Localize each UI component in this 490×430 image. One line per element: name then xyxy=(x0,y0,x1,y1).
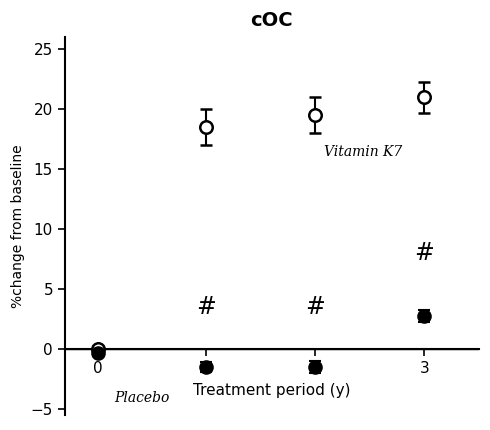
Text: #: # xyxy=(306,295,325,319)
Text: Placebo: Placebo xyxy=(114,391,169,405)
Y-axis label: %change from baseline: %change from baseline xyxy=(11,144,25,308)
Text: #: # xyxy=(196,295,217,319)
Text: #: # xyxy=(415,241,434,265)
Title: cOC: cOC xyxy=(250,11,293,30)
Text: Vitamin K7: Vitamin K7 xyxy=(324,145,402,159)
X-axis label: Treatment period (y): Treatment period (y) xyxy=(193,383,351,398)
